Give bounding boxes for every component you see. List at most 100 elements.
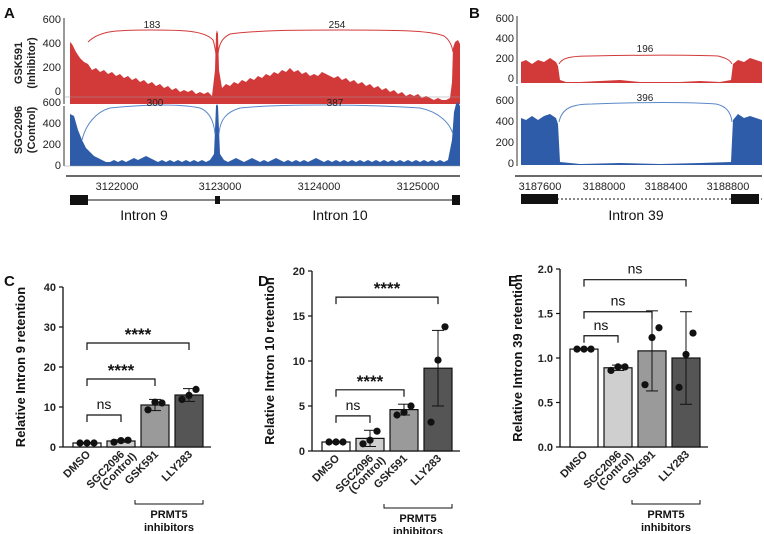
group-label-prmt5: PRMT5 [399,513,436,525]
intron-label-9: Intron 9 [120,207,168,223]
x-tick-label: LLY283 [160,449,195,484]
group-bracket [383,504,453,509]
group-label-prmt5: PRMT5 [647,509,684,521]
coverage-control-b [521,114,762,165]
significance-bracket [583,335,619,343]
x-tick-label: 3125000 [397,181,440,193]
bar-sgc2096 [603,367,633,448]
junction-count-control-a2: 387 [327,98,344,109]
coverage-inhibitor-b [521,58,762,83]
significance-label: **** [125,325,152,344]
data-point [178,395,186,403]
coverage-inhibitor-a [70,30,460,104]
data-point [158,399,166,407]
data-point [607,366,615,375]
data-point [407,402,415,410]
coverage-control-a [70,102,460,166]
bar-chart-c: 0 10 20 30 40 Relative Intron 9 retention DMSO… [13,282,211,534]
junction-arc-inhibitor-a2 [217,29,454,55]
significance-label: **** [374,279,401,298]
junction-arc-control-a1 [81,104,216,141]
group-label-inhibitors: inhibitors [144,522,194,534]
x-tick-label: 3187600 [519,181,562,193]
data-point [192,385,200,393]
y-tick-label: 1.0 [538,353,553,365]
intron-label-39: Intron 39 [608,207,663,223]
y-tick-label: 10 [293,356,305,368]
x-tick-label: LLY283 [409,453,444,488]
y-tick-label: 200 [43,139,61,151]
junction-count-control-a1: 300 [147,98,164,109]
y-tick-label: 200 [496,137,514,149]
data-point [332,438,340,446]
y-tick-label: 400 [496,116,514,128]
exon-b2 [731,194,759,204]
track-label-control-name: SGC2096 [13,106,25,154]
data-point [117,437,125,445]
data-point [441,323,449,331]
data-point [393,411,401,419]
data-point [655,324,663,332]
data-point [366,436,374,444]
exon-a1 [70,195,88,205]
junction-count-control-b: 396 [637,93,654,104]
data-point [614,363,622,371]
significance-bracket [335,296,439,305]
exon-a3 [452,195,460,205]
significance-label: ns [594,317,609,333]
y-tick-label: 15 [293,311,305,323]
y-axis-label: Relative Intron 10 retention [262,277,277,445]
y-tick-label: 600 [496,95,514,107]
data-point [110,438,118,446]
panel-letter-b: B [469,5,480,22]
panel-letter-d: D [258,273,269,290]
data-point [76,439,84,447]
significance-label: ns [628,261,643,277]
data-point [90,439,98,447]
y-tick-label: 400 [43,118,61,130]
y-tick-label: 0 [299,446,305,458]
x-tick-label: DMSO [61,448,93,480]
group-label-prmt5: PRMT5 [150,509,187,521]
y-tick-label: 600 [43,14,61,26]
significance-label: **** [357,372,384,391]
data-point [151,398,159,406]
group-label-inhibitors: inhibitors [393,526,443,534]
significance-bracket [583,279,687,287]
junction-count-inhibitor-a2: 254 [329,20,346,31]
bar-chart-e: 0.0 0.5 1.0 1.5 2.0 Relative Intron 39 retent… [510,261,708,534]
x-tick-label: 3124000 [298,181,341,193]
significance-bracket [86,414,122,422]
x-tick-label: DMSO [310,452,342,484]
group-label-inhibitors: inhibitors [641,522,691,534]
significance-bracket [335,415,371,423]
x-tick-label: 3188000 [583,181,626,193]
bar-dmso [569,348,599,448]
data-point [621,363,629,371]
x-tick-label: 3122000 [96,181,139,193]
exon-b1 [521,194,558,204]
x-tick-label: 3123000 [199,181,242,193]
data-point [648,333,656,342]
data-point [689,329,697,337]
data-point [400,408,408,416]
track-label-inhibitor-name: GSK591 [13,42,25,84]
y-tick-label: 0.0 [538,442,553,454]
y-tick-label: 1.5 [538,309,553,321]
y-tick-label: 20 [44,362,56,374]
x-tick-label: 3188400 [645,181,688,193]
data-point [427,418,435,426]
y-tick-label: 0.5 [538,398,553,410]
group-bracket [631,500,701,505]
data-point [641,381,649,389]
y-axis-label: Relative Intron 39 retention [510,274,525,442]
data-point [325,438,333,446]
x-tick-label: DMSO [558,448,590,480]
panel-letter-e: E [508,273,518,290]
intron-label-10: Intron 10 [312,207,367,223]
junction-count-inhibitor-a1: 183 [144,20,161,31]
y-tick-label: 600 [43,97,61,109]
sashimi-panel-b: 196 396 600 400 200 0 600 400 200 0 3187… [496,13,762,223]
x-tick-label: LLY283 [657,449,692,484]
